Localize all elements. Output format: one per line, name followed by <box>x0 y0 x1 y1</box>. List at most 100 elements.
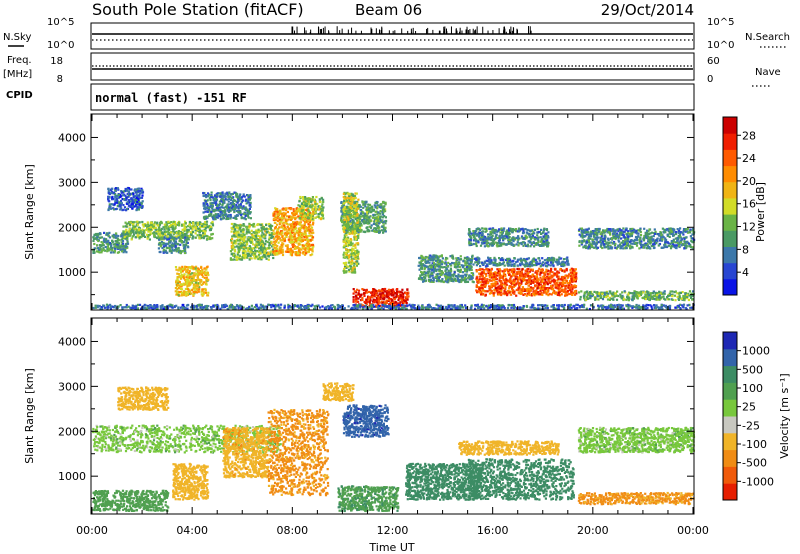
data-cell <box>429 254 432 257</box>
data-cell <box>239 210 242 213</box>
data-cell <box>214 218 217 221</box>
data-cell <box>160 238 163 241</box>
data-cell <box>230 241 233 244</box>
data-cell <box>299 226 302 229</box>
data-cell <box>254 249 257 252</box>
data-cell <box>236 253 239 256</box>
data-cell <box>135 229 138 232</box>
data-cell <box>221 210 224 213</box>
data-cell <box>291 228 294 231</box>
data-cell <box>204 226 207 230</box>
data-cell <box>188 271 191 275</box>
data-cell <box>240 200 243 203</box>
data-cell <box>139 206 142 209</box>
data-cell <box>285 235 288 238</box>
data-cell <box>134 188 137 191</box>
data-cell <box>272 217 275 220</box>
data-cell <box>246 256 249 259</box>
data-cell <box>205 234 208 237</box>
data-cell <box>223 196 226 199</box>
data-cell <box>100 249 104 252</box>
data-cell <box>253 252 256 255</box>
data-cell <box>345 270 348 273</box>
data-cell <box>198 278 201 281</box>
data-cell <box>195 222 198 225</box>
data-cell <box>418 256 421 260</box>
data-cell <box>241 207 244 210</box>
data-cell <box>383 208 386 211</box>
data-cell <box>126 240 129 243</box>
data-cell <box>176 272 179 275</box>
data-cell <box>385 301 388 304</box>
data-cell <box>294 232 297 235</box>
data-cell <box>246 211 249 215</box>
data-cell <box>276 228 279 231</box>
data-cell <box>140 196 144 199</box>
data-cell <box>294 216 297 219</box>
data-cell <box>109 207 113 210</box>
data-cell <box>186 293 189 296</box>
data-cell <box>429 275 432 278</box>
data-cell <box>462 260 465 263</box>
data-cell <box>304 238 307 241</box>
data-cell <box>179 243 182 246</box>
data-cell <box>114 187 117 190</box>
data-cell <box>453 278 456 282</box>
data-cell <box>180 267 183 270</box>
data-cell <box>283 237 286 240</box>
data-cell <box>248 203 252 207</box>
data-cell <box>361 298 364 301</box>
data-cell <box>103 231 106 234</box>
data-cell <box>220 211 223 214</box>
data-cell <box>93 233 96 236</box>
data-cell <box>294 218 297 221</box>
data-cell <box>423 267 426 271</box>
data-cell <box>444 274 447 277</box>
data-cell <box>231 248 234 251</box>
data-cell <box>140 191 143 194</box>
data-cell <box>172 220 175 223</box>
data-cell <box>299 228 302 231</box>
data-cell <box>102 247 105 250</box>
data-cell <box>273 242 276 245</box>
data-cell <box>357 289 361 292</box>
data-cell <box>282 224 286 227</box>
data-cell <box>110 244 113 247</box>
data-cell <box>318 198 321 201</box>
data-cell <box>375 216 378 219</box>
data-cell <box>430 256 433 259</box>
data-cell <box>168 241 171 244</box>
data-cell <box>273 211 276 214</box>
data-cell <box>245 240 248 243</box>
data-cell <box>462 264 465 267</box>
data-cell <box>379 219 382 222</box>
data-cell <box>368 222 371 225</box>
data-cell <box>106 247 109 250</box>
data-cell <box>123 235 126 238</box>
data-cell <box>112 233 116 236</box>
data-cell <box>356 288 359 291</box>
data-cell <box>175 232 178 235</box>
data-cell <box>125 233 128 236</box>
data-cell <box>362 203 365 206</box>
data-cell <box>119 245 122 248</box>
data-cell <box>299 240 302 243</box>
data-cell <box>263 252 266 255</box>
data-cell <box>343 196 346 199</box>
data-cell <box>351 247 354 250</box>
data-cell <box>116 204 119 207</box>
data-cell <box>254 234 257 237</box>
data-cell <box>384 228 387 231</box>
data-cell <box>126 231 129 234</box>
data-cell <box>342 202 345 205</box>
data-cell <box>233 254 236 257</box>
data-cell <box>292 223 296 226</box>
data-cell <box>367 290 371 294</box>
data-cell <box>307 207 310 210</box>
data-cell <box>147 223 150 226</box>
data-cell <box>470 272 473 275</box>
data-cell <box>228 192 231 195</box>
data-cell <box>95 237 98 240</box>
data-cell <box>294 251 297 254</box>
data-cell <box>354 271 357 274</box>
